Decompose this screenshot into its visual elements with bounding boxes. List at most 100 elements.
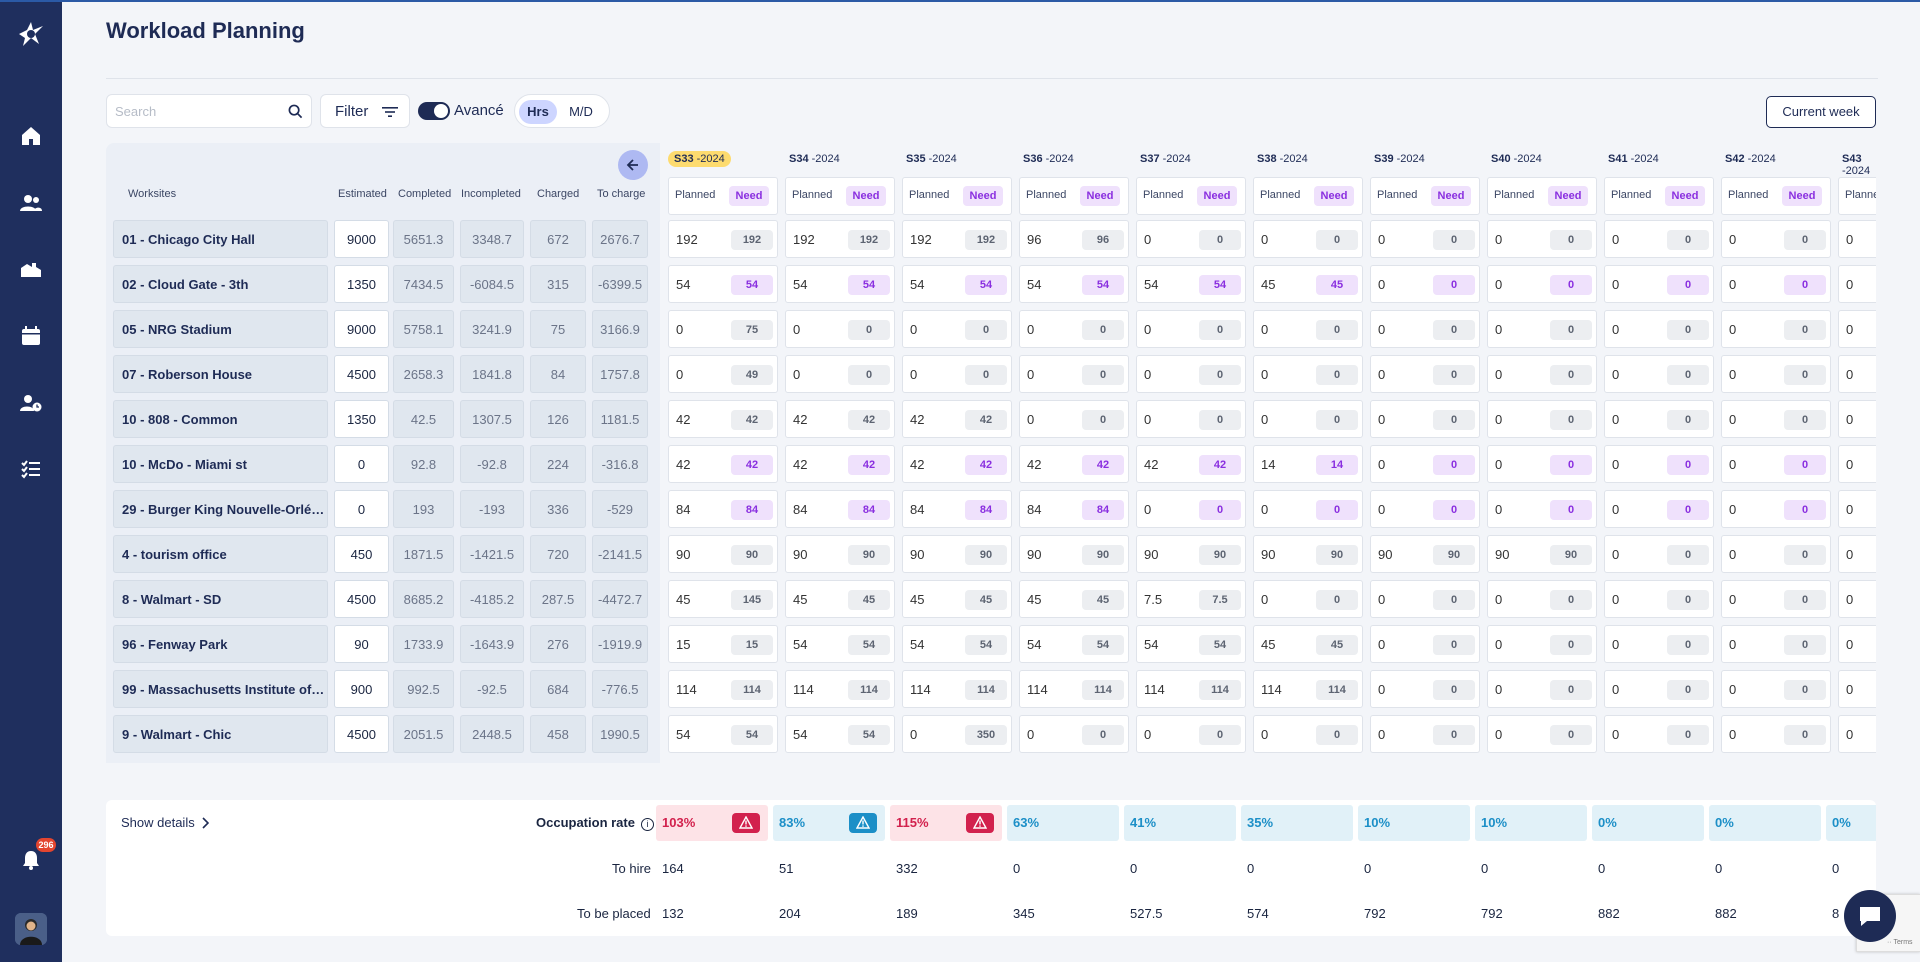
planned-value[interactable]: 0 bbox=[1729, 592, 1737, 607]
week-cell[interactable]: 42 42 bbox=[1136, 445, 1246, 483]
week-cell[interactable]: 114 114 bbox=[785, 670, 895, 708]
week-cell[interactable]: 42 42 bbox=[1019, 445, 1129, 483]
week-cell[interactable]: 114 114 bbox=[668, 670, 778, 708]
planned-value[interactable]: 0 bbox=[1144, 322, 1152, 337]
week-cell[interactable]: 90 90 bbox=[1487, 535, 1597, 573]
estimated-input[interactable]: 1350 bbox=[334, 265, 389, 303]
bell-icon[interactable] bbox=[19, 848, 43, 872]
week-cell[interactable]: 114 114 bbox=[1253, 670, 1363, 708]
week-cell[interactable]: 114 114 bbox=[902, 670, 1012, 708]
search-input[interactable] bbox=[107, 95, 277, 127]
planned-value[interactable]: 0 bbox=[793, 367, 801, 382]
planned-value[interactable]: 0 bbox=[1261, 367, 1269, 382]
worksite-name[interactable]: 02 - Cloud Gate - 3th bbox=[113, 265, 328, 303]
week-cell[interactable]: 0 bbox=[1838, 580, 1876, 618]
planned-value[interactable]: 0 bbox=[1846, 682, 1854, 697]
planned-value[interactable]: 0 bbox=[1495, 322, 1503, 337]
planned-value[interactable]: 15 bbox=[676, 637, 691, 652]
planned-value[interactable]: 0 bbox=[1144, 412, 1152, 427]
week-cell[interactable]: 192 192 bbox=[902, 220, 1012, 258]
planned-value[interactable]: 0 bbox=[1846, 277, 1854, 292]
week-cell[interactable]: 54 54 bbox=[902, 265, 1012, 303]
planned-value[interactable]: 0 bbox=[1378, 502, 1386, 517]
worksite-name[interactable]: 4 - tourism office bbox=[113, 535, 328, 573]
planned-value[interactable]: 42 bbox=[676, 412, 691, 427]
week-cell[interactable]: 54 54 bbox=[785, 715, 895, 753]
planned-value[interactable]: 0 bbox=[910, 727, 918, 742]
app-logo-icon[interactable] bbox=[13, 16, 49, 52]
week-header[interactable]: S33 -2024 bbox=[668, 151, 731, 167]
worksite-name[interactable]: 8 - Walmart - SD bbox=[113, 580, 328, 618]
planned-value[interactable]: 90 bbox=[1027, 547, 1042, 562]
week-cell[interactable]: 54 54 bbox=[785, 625, 895, 663]
planned-value[interactable]: 0 bbox=[1495, 592, 1503, 607]
planned-value[interactable]: 0 bbox=[1846, 592, 1854, 607]
estimated-input[interactable]: 90 bbox=[334, 625, 389, 663]
estimated-input[interactable]: 4500 bbox=[334, 580, 389, 618]
user-clock-icon[interactable] bbox=[19, 391, 43, 415]
planned-value[interactable]: 0 bbox=[1378, 322, 1386, 337]
week-cell[interactable]: 0 bbox=[1838, 535, 1876, 573]
user-avatar[interactable] bbox=[15, 913, 47, 945]
planned-value[interactable]: 192 bbox=[910, 232, 932, 247]
planned-value[interactable]: 84 bbox=[910, 502, 925, 517]
planned-value[interactable]: 0 bbox=[1729, 637, 1737, 652]
planned-value[interactable]: 0 bbox=[1261, 322, 1269, 337]
week-header[interactable]: S36 -2024 bbox=[1023, 153, 1074, 165]
week-header[interactable]: S41 -2024 bbox=[1608, 153, 1659, 165]
planned-value[interactable]: 0 bbox=[676, 322, 684, 337]
week-header[interactable]: S38 -2024 bbox=[1257, 153, 1308, 165]
planned-value[interactable]: 42 bbox=[793, 412, 808, 427]
planned-value[interactable]: 0 bbox=[1495, 727, 1503, 742]
planned-value[interactable]: 0 bbox=[1729, 232, 1737, 247]
planned-value[interactable]: 0 bbox=[1612, 412, 1620, 427]
planned-value[interactable]: 0 bbox=[1729, 682, 1737, 697]
planned-value[interactable]: 114 bbox=[910, 682, 931, 697]
week-cell[interactable]: 0 bbox=[1838, 400, 1876, 438]
worksite-name[interactable]: 10 - McDo - Miami st bbox=[113, 445, 328, 483]
planned-value[interactable]: 0 bbox=[1378, 637, 1386, 652]
planned-value[interactable]: 0 bbox=[1846, 322, 1854, 337]
week-cell[interactable]: 54 54 bbox=[1019, 625, 1129, 663]
planned-value[interactable]: 54 bbox=[1144, 277, 1159, 292]
week-header[interactable]: S37 -2024 bbox=[1140, 153, 1191, 165]
week-header[interactable]: S39 -2024 bbox=[1374, 153, 1425, 165]
planned-value[interactable]: 0 bbox=[1144, 727, 1152, 742]
estimated-input[interactable]: 9000 bbox=[334, 220, 389, 258]
worksite-name[interactable]: 07 - Roberson House bbox=[113, 355, 328, 393]
week-cell[interactable]: 0 bbox=[1838, 220, 1876, 258]
planned-value[interactable]: 0 bbox=[1846, 367, 1854, 382]
week-cell[interactable]: 42 42 bbox=[785, 445, 895, 483]
estimated-input[interactable]: 9000 bbox=[334, 310, 389, 348]
week-cell[interactable]: 0 bbox=[1838, 670, 1876, 708]
estimated-input[interactable]: 4500 bbox=[334, 355, 389, 393]
worksite-name[interactable]: 05 - NRG Stadium bbox=[113, 310, 328, 348]
week-cell[interactable]: 54 54 bbox=[1136, 625, 1246, 663]
week-cell[interactable]: 7.5 7.5 bbox=[1136, 580, 1246, 618]
week-cell[interactable]: 114 114 bbox=[1136, 670, 1246, 708]
planned-value[interactable]: 0 bbox=[1027, 412, 1035, 427]
planned-value[interactable]: 84 bbox=[793, 502, 808, 517]
users-icon[interactable] bbox=[19, 191, 43, 215]
planned-value[interactable]: 0 bbox=[1378, 592, 1386, 607]
week-cell[interactable]: 0 bbox=[1838, 715, 1876, 753]
